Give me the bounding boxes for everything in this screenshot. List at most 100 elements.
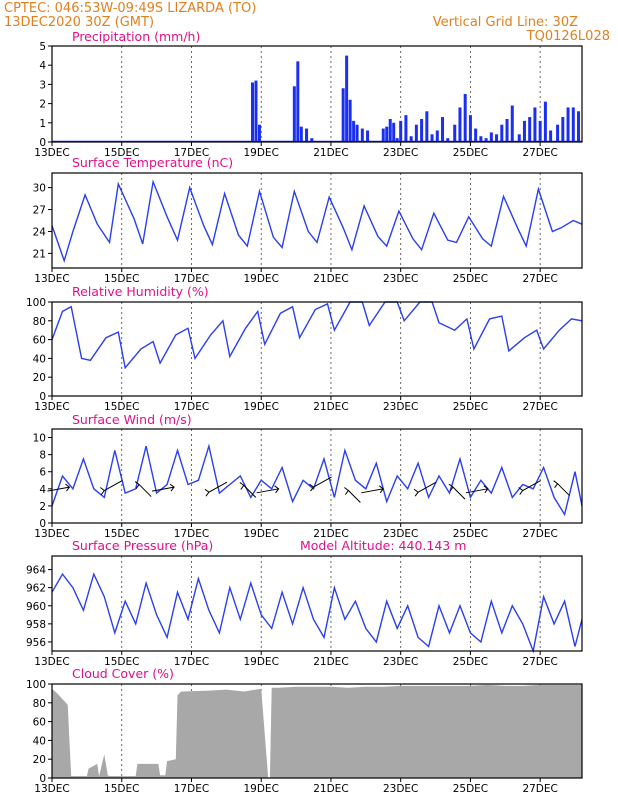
humidity-plot: 0 20 40 60 80 100 13DEC 15DEC 17DEC 19DEC 21DEC 23D… xyxy=(26,297,583,413)
y-tick-label: 30 xyxy=(33,183,46,195)
precip-bar xyxy=(561,117,565,142)
wind-arrow-head xyxy=(134,481,140,489)
pressure-title: Surface Pressure (hPa) xyxy=(72,538,213,553)
header-run-time: 13DEC2020 30Z (GMT) xyxy=(4,15,154,30)
wind-arrow xyxy=(256,488,279,494)
y-tick-label: 5 xyxy=(39,41,46,53)
x-tick-label: 17DEC xyxy=(174,656,209,668)
plot-frame xyxy=(51,555,583,652)
wind-arrow xyxy=(417,481,437,493)
x-tick-label: 27DEC xyxy=(522,273,557,285)
precip-bar xyxy=(388,118,392,142)
plot-frame xyxy=(51,428,583,524)
precip-bar xyxy=(577,111,581,142)
temperature-title: Surface Temperature (nC) xyxy=(72,155,233,170)
wind-arrow-head xyxy=(483,485,489,494)
precipitation-plot: 0 1 2 3 4 5 13DEC 15DEC 17DEC 19DEC 21DEC 23DEC 25DE… xyxy=(34,41,583,159)
y-tick-label: 8 xyxy=(39,450,46,462)
x-tick-label: 13DEC xyxy=(34,401,69,413)
wind-arrow-head xyxy=(239,482,245,490)
series-line xyxy=(51,301,583,370)
y-tick-label: 60 xyxy=(33,717,46,729)
panel-surface-temperature: Surface Temperature (nC) 21 24 27 30 13DEC 15… xyxy=(33,155,583,285)
wind-arrow-head xyxy=(518,487,524,495)
x-tick-label: 23DEC xyxy=(383,783,418,795)
precip-bar xyxy=(489,132,493,142)
precip-bar xyxy=(463,94,467,142)
precip-bar xyxy=(425,111,429,142)
wind-arrow-head xyxy=(344,487,350,495)
precip-bar xyxy=(257,124,261,142)
precip-bar xyxy=(484,138,488,142)
y-tick-label: 4 xyxy=(39,484,46,496)
y-tick-label: 0 xyxy=(39,391,46,403)
y-tick-label: 80 xyxy=(33,316,46,328)
wind-arrow-head xyxy=(274,485,280,494)
x-tick-label: 15DEC xyxy=(104,783,139,795)
x-tick-label: 21DEC xyxy=(313,656,348,668)
x-tick-label: 25DEC xyxy=(453,656,488,668)
x-tick-label: 27DEC xyxy=(522,656,557,668)
precip-bar xyxy=(404,115,408,142)
precip-bar xyxy=(299,126,303,142)
wind-arrow xyxy=(151,486,175,492)
wind-arrow-head xyxy=(100,487,106,495)
x-tick-label: 21DEC xyxy=(313,147,348,159)
precip-bar xyxy=(348,99,352,142)
precip-bar xyxy=(528,117,532,142)
x-tick-label: 23DEC xyxy=(383,528,418,540)
y-tick-label: 964 xyxy=(26,565,46,577)
wind-arrow-head xyxy=(378,485,384,494)
y-tick-label: 80 xyxy=(33,698,46,710)
x-tick-label: 21DEC xyxy=(313,783,348,795)
x-tick-label: 13DEC xyxy=(34,656,69,668)
precip-bar xyxy=(310,138,314,142)
precip-bar xyxy=(474,128,478,142)
wind-arrow xyxy=(208,481,228,493)
x-tick-label: 27DEC xyxy=(522,401,557,413)
precip-bar xyxy=(395,138,399,142)
precip-bar xyxy=(538,120,542,142)
precip-bar xyxy=(420,118,424,142)
y-tick-label: 21 xyxy=(33,248,46,260)
wind-arrow xyxy=(104,480,123,491)
precip-bar xyxy=(296,61,300,142)
x-tick-label: 23DEC xyxy=(383,147,418,159)
cloud-cover-title: Cloud Cover (%) xyxy=(72,666,174,681)
precip-bar xyxy=(446,138,450,142)
x-tick-label: 17DEC xyxy=(174,783,209,795)
precip-bar xyxy=(392,122,396,142)
y-tick-label: 3 xyxy=(39,79,46,91)
y-tick-label: 27 xyxy=(33,205,46,217)
x-tick-label: 23DEC xyxy=(383,656,418,668)
precip-bar xyxy=(510,105,514,142)
plot-frame xyxy=(51,301,583,397)
precip-bar xyxy=(453,124,457,142)
x-tick-label: 13DEC xyxy=(34,273,69,285)
wind-arrow xyxy=(348,490,361,503)
precip-bar xyxy=(435,130,439,142)
precipitation-title: Precipitation (mm/h) xyxy=(72,29,200,44)
precip-bar xyxy=(458,107,462,142)
precip-bar xyxy=(399,120,403,142)
cloud-cover-area xyxy=(52,684,582,778)
x-tick-label: 17DEC xyxy=(174,528,209,540)
plot-frame xyxy=(51,683,583,779)
header-grid-line: Vertical Grid Line: 30Z xyxy=(433,15,578,30)
panel-cloud-cover: Cloud Cover (%) 0 20 40 60 80 100 13DEC 15DEC 17… xyxy=(26,666,583,795)
precip-bar xyxy=(305,128,309,142)
y-tick-label: 958 xyxy=(26,619,46,631)
plot-frame xyxy=(51,172,583,269)
x-tick-label: 15DEC xyxy=(104,273,139,285)
x-tick-label: 17DEC xyxy=(174,401,209,413)
cloud-cover-plot: 0 20 40 60 80 100 13DEC 15DEC 17DEC 19DEC 21DEC 23D… xyxy=(26,679,583,795)
precip-bar xyxy=(360,128,364,142)
header-model: TQ0126L028 xyxy=(526,29,610,44)
x-tick-label: 21DEC xyxy=(313,273,348,285)
y-tick-label: 2 xyxy=(39,99,46,111)
precip-bar xyxy=(414,124,418,142)
x-tick-label: 13DEC xyxy=(34,528,69,540)
precip-bar xyxy=(254,80,258,142)
y-tick-label: 0 xyxy=(39,137,46,149)
x-tick-label: 13DEC xyxy=(34,783,69,795)
